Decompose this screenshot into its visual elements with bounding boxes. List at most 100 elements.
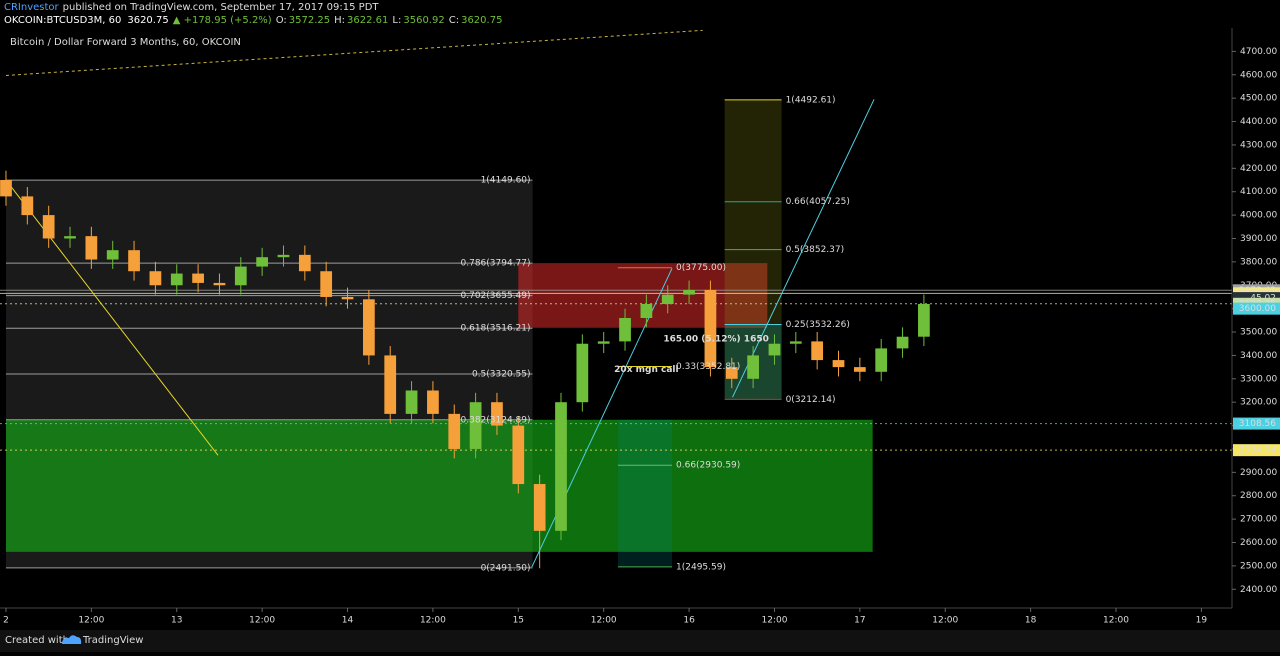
candle-body — [170, 273, 183, 286]
candle-body — [832, 360, 845, 368]
candle-body — [491, 402, 503, 426]
x-tick-label: 18 — [1025, 616, 1037, 626]
candle-body — [789, 341, 802, 344]
x-tick-label: 17 — [854, 616, 865, 626]
candle-body — [619, 318, 631, 342]
candle-body — [42, 215, 55, 239]
ohlc-key: C: — [449, 15, 459, 26]
published: published on TradingView.com, September … — [63, 2, 380, 13]
fib-label: 0.5(3320.55) — [472, 370, 531, 380]
ohlc-value: 3620.75 — [461, 15, 502, 26]
trend-line — [5, 179, 219, 456]
fib-label: 0.5(3852.37) — [786, 245, 845, 255]
x-tick-label: 16 — [683, 616, 695, 626]
y-tick-label: 3500.00 — [1240, 328, 1277, 338]
y-tick-label: 2800.00 — [1240, 491, 1277, 501]
candle-body — [640, 303, 653, 318]
chart-title: Bitcoin / Dollar Forward 3 Months, 60, O… — [10, 37, 241, 48]
price-tag-label: 2994.94 — [1239, 446, 1276, 456]
candle-body — [320, 271, 333, 297]
candle-body — [277, 254, 290, 258]
candle-body — [149, 271, 162, 286]
y-tick-label: 4700.00 — [1240, 47, 1277, 57]
annotation: 165.00 (5.12%) 1650 — [663, 335, 769, 345]
symbol-line: OKCOIN:BTCUSD3M, 60 3620.75 ▲ +178.95 (+5.… — [4, 15, 502, 26]
fib-label: 0.382(3124.89) — [461, 415, 531, 425]
fib-label: 0(3212.14) — [786, 395, 836, 405]
fib-label: 0(2491.50) — [481, 563, 531, 573]
level-layer — [0, 99, 1232, 569]
fib-label: 0.66(4057.25) — [786, 197, 850, 207]
y-tick-label: 3900.00 — [1240, 234, 1277, 244]
zone — [617, 419, 672, 567]
y-tick-label: 4300.00 — [1240, 140, 1277, 150]
y-tick-label: 4600.00 — [1240, 70, 1277, 80]
fib-label: 1(2495.59) — [676, 562, 726, 572]
x-tick-label: 19 — [1196, 616, 1208, 626]
y-tick-label: 2600.00 — [1240, 538, 1277, 548]
candle-body — [533, 484, 546, 531]
candle-body — [661, 294, 674, 304]
fib-label: 0.66(2930.59) — [676, 461, 740, 471]
footer-bg — [0, 630, 1280, 652]
y-tick-label: 3400.00 — [1240, 351, 1277, 361]
x-tick-label: 12:00 — [420, 616, 446, 626]
ohlc-value: 3560.92 — [403, 15, 444, 26]
y-tick-label: 4000.00 — [1240, 211, 1277, 221]
candle-body — [0, 180, 12, 197]
candle-body — [597, 341, 610, 344]
candle-body — [341, 296, 354, 300]
x-tick-label: 13 — [171, 616, 182, 626]
candle-body — [405, 390, 418, 414]
fib-label: 1(4492.61) — [786, 95, 836, 105]
y-tick-label: 4500.00 — [1240, 94, 1277, 104]
candle-body — [363, 299, 375, 356]
x-tick-label: 14 — [342, 616, 354, 626]
price-tag — [1233, 444, 1280, 457]
candle-body — [21, 196, 34, 216]
trend-line — [5, 29, 703, 76]
candle-body — [725, 367, 738, 379]
candle-body — [469, 402, 482, 449]
fib-label: 0(3775.00) — [676, 263, 726, 273]
footer-created: Created with — [5, 635, 69, 646]
zone — [5, 419, 873, 552]
candle-layer — [0, 170, 930, 569]
candle-body — [85, 236, 98, 260]
candle-body — [768, 343, 781, 356]
price-axis-bg — [1232, 0, 1280, 630]
y-tick-label: 2700.00 — [1240, 515, 1277, 525]
candle-body — [683, 289, 695, 295]
symbol: OKCOIN:BTCUSD3M, 60 — [4, 15, 121, 26]
ohlc-key: H: — [334, 15, 345, 26]
price-tag-label: 3600.00 — [1239, 304, 1276, 314]
brand-icon — [62, 635, 82, 644]
price-tag — [1233, 417, 1280, 430]
x-tick-label: 12:00 — [591, 616, 617, 626]
x-tick-label: 2 — [3, 616, 9, 626]
annotation: 20x mgn call — [614, 365, 678, 375]
price-tag-label: 3108.56 — [1239, 419, 1276, 429]
fib-label: 0.786(3794.77) — [461, 259, 531, 269]
x-tick-label: 12:00 — [761, 616, 787, 626]
candle-body — [106, 250, 119, 260]
candle-body — [128, 250, 140, 272]
candle-body — [213, 282, 226, 286]
change: ▲ +178.95 (+5.2%) — [173, 15, 272, 26]
candle-body — [704, 289, 717, 368]
publisher[interactable]: CRInvestor — [4, 2, 60, 13]
candle-body — [811, 341, 824, 361]
candle-body — [896, 336, 909, 349]
candle-body — [555, 402, 567, 531]
fib-label: 0.33(3352.81) — [676, 362, 740, 372]
footer-brand[interactable]: TradingView — [82, 635, 143, 646]
y-tick-label: 3800.00 — [1240, 257, 1277, 267]
price-tag — [1233, 302, 1280, 315]
x-tick-label: 12:00 — [249, 616, 275, 626]
x-tick-label: 12:00 — [1103, 616, 1129, 626]
fib-label: 1(4149.60) — [481, 176, 531, 186]
y-tick-label: 2500.00 — [1240, 561, 1277, 571]
header-line: CRInvestor published on TradingView.com, … — [4, 2, 379, 13]
candle-body — [192, 273, 204, 283]
